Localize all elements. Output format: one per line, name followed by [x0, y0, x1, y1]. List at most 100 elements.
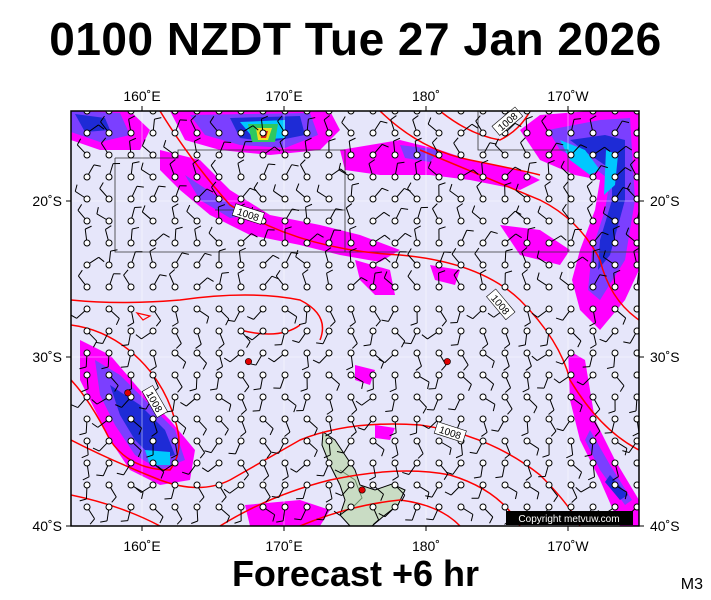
wind-barb	[575, 481, 597, 493]
wind-barb	[479, 159, 489, 181]
wind-barb	[576, 371, 597, 386]
wind-barb	[215, 204, 226, 225]
wind-barb	[347, 182, 360, 203]
wind-barb	[169, 159, 179, 181]
wind-barb	[82, 459, 91, 481]
wind-barb	[347, 277, 368, 291]
wind-barb	[523, 393, 538, 414]
wind-barb	[237, 393, 247, 415]
wind-barb	[141, 205, 157, 225]
wind-barb	[521, 415, 531, 437]
low-marker	[358, 486, 366, 494]
wind-barb	[537, 371, 553, 389]
wind-barb	[193, 327, 202, 349]
wind-barb	[186, 204, 201, 225]
wind-barb	[149, 247, 157, 269]
wind-barb	[345, 203, 355, 225]
wind-barb	[127, 251, 143, 269]
wind-barb	[444, 481, 465, 496]
wind-barb	[369, 459, 377, 481]
wind-barb	[457, 371, 472, 391]
wind-barb	[556, 415, 575, 432]
wind-barb	[448, 393, 465, 411]
wind-barb	[303, 117, 316, 137]
wind-barb	[91, 393, 113, 405]
wind-barb	[272, 184, 289, 203]
wind-barb	[333, 503, 355, 516]
wind-barb	[300, 371, 311, 392]
wind-barb	[567, 256, 589, 269]
wind-barb	[501, 393, 513, 415]
wind-barb	[523, 349, 532, 371]
wind-barb	[99, 182, 113, 203]
wind-barb	[341, 116, 355, 137]
wind-barb	[298, 305, 311, 326]
wind-barb	[123, 269, 135, 291]
wind-barb	[271, 481, 289, 499]
wind-barb	[491, 415, 509, 432]
wind-barb	[127, 481, 144, 500]
wind-barb	[567, 327, 582, 348]
wind-barb	[237, 159, 245, 181]
wind-barb	[378, 503, 399, 518]
wind-barb	[227, 305, 245, 322]
wind-barb	[281, 459, 289, 481]
wind-barb	[427, 117, 443, 137]
wind-barb	[281, 415, 291, 437]
wind-barb	[545, 159, 555, 181]
wind-barb	[193, 225, 202, 247]
wind-barb	[515, 183, 531, 203]
wind-barb	[366, 371, 377, 392]
wind-barb	[391, 137, 401, 159]
wind-barb	[453, 269, 465, 291]
wind-barb	[149, 503, 164, 524]
wind-barb	[413, 225, 421, 247]
wind-barb	[473, 459, 487, 479]
wind-barb	[357, 415, 377, 431]
wind-barb	[633, 151, 639, 159]
wind-barb	[234, 503, 245, 524]
wind-barb	[316, 184, 333, 203]
wind-barb	[523, 161, 537, 181]
lon-label-bottom-160e: 160˚E	[123, 538, 160, 554]
wind-barb	[267, 349, 289, 363]
wind-barb	[405, 503, 421, 521]
wind-barb	[537, 205, 553, 225]
wind-barb	[104, 225, 113, 247]
wind-barb	[171, 252, 189, 269]
wind-barb	[501, 327, 511, 349]
wind-barb	[201, 459, 223, 473]
wind-barb	[536, 250, 553, 269]
wind-barb	[586, 181, 597, 203]
wind-barb	[453, 137, 465, 159]
wind-barb	[563, 181, 575, 203]
wind-barb	[208, 226, 223, 247]
wind-barb	[215, 415, 229, 436]
wind-barb	[633, 371, 639, 379]
wind-barb	[449, 183, 465, 203]
wind-barb	[404, 327, 421, 345]
wind-barb	[299, 159, 311, 181]
wind-barb	[121, 327, 135, 347]
wind-barb	[171, 185, 187, 203]
wind-barb	[381, 305, 399, 322]
wind-barb	[545, 393, 555, 415]
wind-barb	[450, 327, 465, 346]
wind-barb	[76, 138, 91, 159]
copyright-box	[506, 511, 633, 525]
wind-barb	[347, 393, 358, 415]
wind-barb	[303, 233, 324, 247]
wind-barb	[135, 481, 157, 493]
wind-barb	[545, 481, 559, 503]
wind-barb	[466, 305, 487, 320]
wind-barb	[518, 327, 531, 347]
lat-label-left-40s: 40˚S	[32, 518, 62, 534]
wind-barb	[494, 138, 509, 159]
wind-barb	[215, 305, 230, 326]
wind-barb	[193, 481, 205, 503]
wind-barb	[171, 371, 183, 393]
wind-barb	[589, 165, 608, 181]
wind-barb	[457, 169, 479, 181]
wind-barb	[237, 141, 253, 159]
